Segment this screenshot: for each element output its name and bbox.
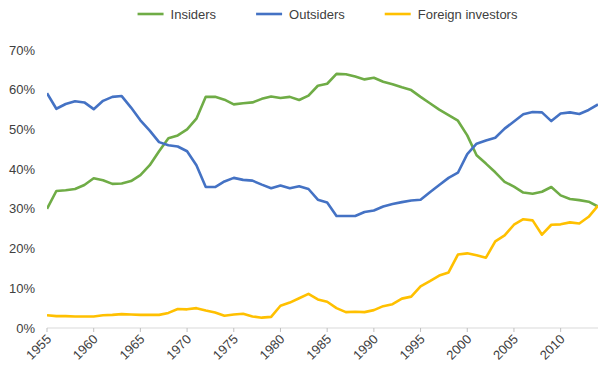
x-tick (47, 328, 48, 332)
series-line (47, 93, 598, 216)
x-tick (420, 328, 421, 332)
x-tick-label: 1970 (163, 332, 194, 363)
x-tick (140, 328, 141, 332)
series-line (47, 74, 598, 209)
legend: Insiders Outsiders Foreign investors (138, 7, 518, 22)
x-tick (467, 328, 468, 332)
x-tick-label: 1985 (303, 332, 334, 363)
x-tick (187, 328, 188, 332)
x-tick-label: 1995 (397, 332, 428, 363)
x-tick (373, 328, 374, 332)
legend-label: Insiders (171, 7, 217, 22)
y-tick-label: 20% (9, 241, 35, 256)
series-line (47, 206, 598, 318)
x-tick (560, 328, 561, 332)
x-tick-label: 2010 (537, 332, 568, 363)
x-tick (233, 328, 234, 332)
legend-item: Insiders (138, 7, 217, 22)
legend-label: Foreign investors (418, 7, 518, 22)
x-tick-label: 1955 (23, 332, 54, 363)
y-tick-label: 50% (9, 122, 35, 137)
legend-item: Foreign investors (385, 7, 518, 22)
x-tick (280, 328, 281, 332)
x-tick-label: 2000 (443, 332, 474, 363)
legend-label: Outsiders (289, 7, 345, 22)
x-tick-label: 1990 (350, 332, 381, 363)
x-axis: 1955 1960 1965 1970 1975 1980 1985 1990 1995 2000… (23, 328, 598, 363)
x-tick (93, 328, 94, 332)
x-tick-label: 1965 (116, 332, 147, 363)
y-tick-label: 0% (16, 321, 35, 336)
plot-area (47, 74, 598, 318)
y-tick-label: 40% (9, 162, 35, 177)
legend-item: Outsiders (256, 7, 345, 22)
x-tick-label: 1960 (70, 332, 101, 363)
y-axis: 0% 10% 20% 30% 40% 50% 60% 70% (9, 43, 35, 336)
x-tick-label: 1975 (210, 332, 241, 363)
y-tick-label: 60% (9, 82, 35, 97)
x-axis-line (47, 328, 598, 329)
chart: 0%10%20%30%40%50%60%70%19551960196519701… (0, 0, 612, 378)
legend-swatch (385, 13, 411, 16)
y-tick-label: 10% (9, 281, 35, 296)
legend-swatch (138, 13, 164, 16)
legend-swatch (256, 13, 282, 16)
x-tick-label: 2005 (490, 332, 521, 363)
y-tick-label: 70% (9, 43, 35, 58)
x-tick (513, 328, 514, 332)
y-tick-label: 30% (9, 201, 35, 216)
x-tick (327, 328, 328, 332)
x-tick-label: 1980 (257, 332, 288, 363)
